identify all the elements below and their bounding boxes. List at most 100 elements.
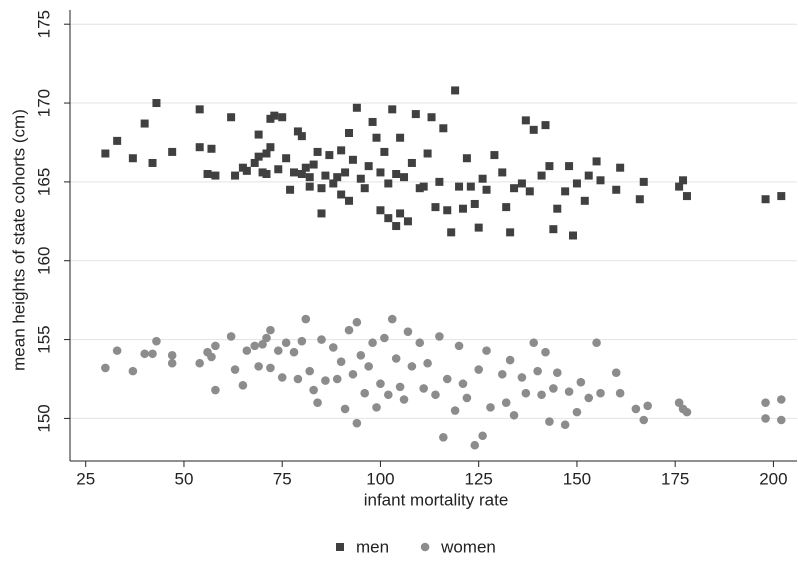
point: [352, 317, 362, 327]
point: [297, 170, 306, 178]
point: [293, 374, 303, 384]
point: [541, 121, 550, 130]
point: [337, 146, 346, 155]
point: [380, 333, 389, 343]
point: [521, 388, 531, 398]
point: [399, 395, 409, 404]
point: [572, 179, 581, 188]
point: [560, 420, 570, 430]
y-axis-label: mean heights of state cohorts (cm): [9, 109, 28, 371]
point: [380, 147, 389, 156]
point: [195, 358, 204, 368]
point: [195, 143, 204, 152]
point: [301, 314, 311, 324]
point: [423, 358, 432, 368]
point: [761, 195, 770, 204]
point: [455, 182, 464, 191]
point: [336, 357, 346, 366]
x-tick-label: 200: [759, 469, 787, 488]
point: [140, 119, 149, 128]
point: [537, 171, 546, 180]
point: [289, 168, 298, 177]
point: [616, 163, 625, 172]
point: [207, 144, 216, 153]
point: [403, 217, 412, 226]
point: [584, 171, 593, 180]
point: [501, 398, 511, 407]
point: [372, 403, 381, 412]
point: [517, 179, 526, 188]
point: [360, 184, 369, 193]
point: [211, 341, 220, 351]
point: [470, 440, 480, 450]
point: [207, 352, 216, 362]
legend-label: women: [440, 537, 496, 556]
point: [329, 179, 338, 188]
point: [368, 338, 377, 348]
legend-marker: [420, 542, 430, 552]
point: [313, 147, 322, 156]
point: [262, 149, 271, 158]
point: [101, 363, 110, 373]
point: [167, 358, 177, 368]
point: [612, 185, 621, 194]
point: [376, 379, 385, 389]
point: [474, 365, 483, 374]
point: [415, 338, 425, 348]
point: [392, 222, 401, 231]
point: [344, 325, 354, 335]
point: [407, 158, 416, 167]
point: [506, 228, 515, 237]
point: [270, 111, 279, 120]
point: [226, 332, 236, 341]
point: [447, 228, 456, 237]
point: [675, 182, 684, 191]
point: [356, 174, 365, 183]
point: [549, 225, 558, 234]
point: [384, 214, 393, 223]
y-tick-label: 155: [34, 325, 53, 353]
point: [395, 382, 405, 392]
point: [195, 105, 204, 114]
point: [411, 110, 420, 119]
point: [478, 174, 487, 183]
point: [101, 149, 110, 158]
point: [565, 162, 574, 171]
point: [561, 187, 570, 196]
point: [439, 124, 448, 133]
x-tick-label: 75: [273, 469, 292, 488]
point: [277, 373, 287, 382]
point: [305, 366, 315, 376]
point: [533, 366, 542, 376]
point: [364, 162, 373, 171]
x-tick-label: 125: [465, 469, 493, 488]
point: [564, 387, 574, 396]
point: [332, 374, 342, 384]
point: [462, 154, 471, 163]
point: [552, 368, 562, 377]
x-tick-label: 150: [563, 469, 591, 488]
point: [427, 113, 436, 122]
point: [297, 132, 306, 141]
point: [615, 388, 625, 398]
x-tick-label: 25: [76, 469, 95, 488]
point: [450, 406, 460, 415]
point: [580, 196, 589, 205]
point: [396, 133, 405, 142]
point: [317, 335, 326, 344]
point: [356, 351, 366, 360]
point: [549, 384, 558, 393]
point: [596, 388, 605, 398]
point: [431, 390, 440, 400]
point: [682, 407, 692, 417]
point: [596, 176, 605, 185]
point: [345, 129, 354, 137]
point: [490, 151, 499, 160]
point: [572, 407, 582, 417]
point: [231, 171, 240, 180]
point: [309, 385, 318, 395]
point: [128, 366, 138, 376]
point: [321, 171, 330, 180]
